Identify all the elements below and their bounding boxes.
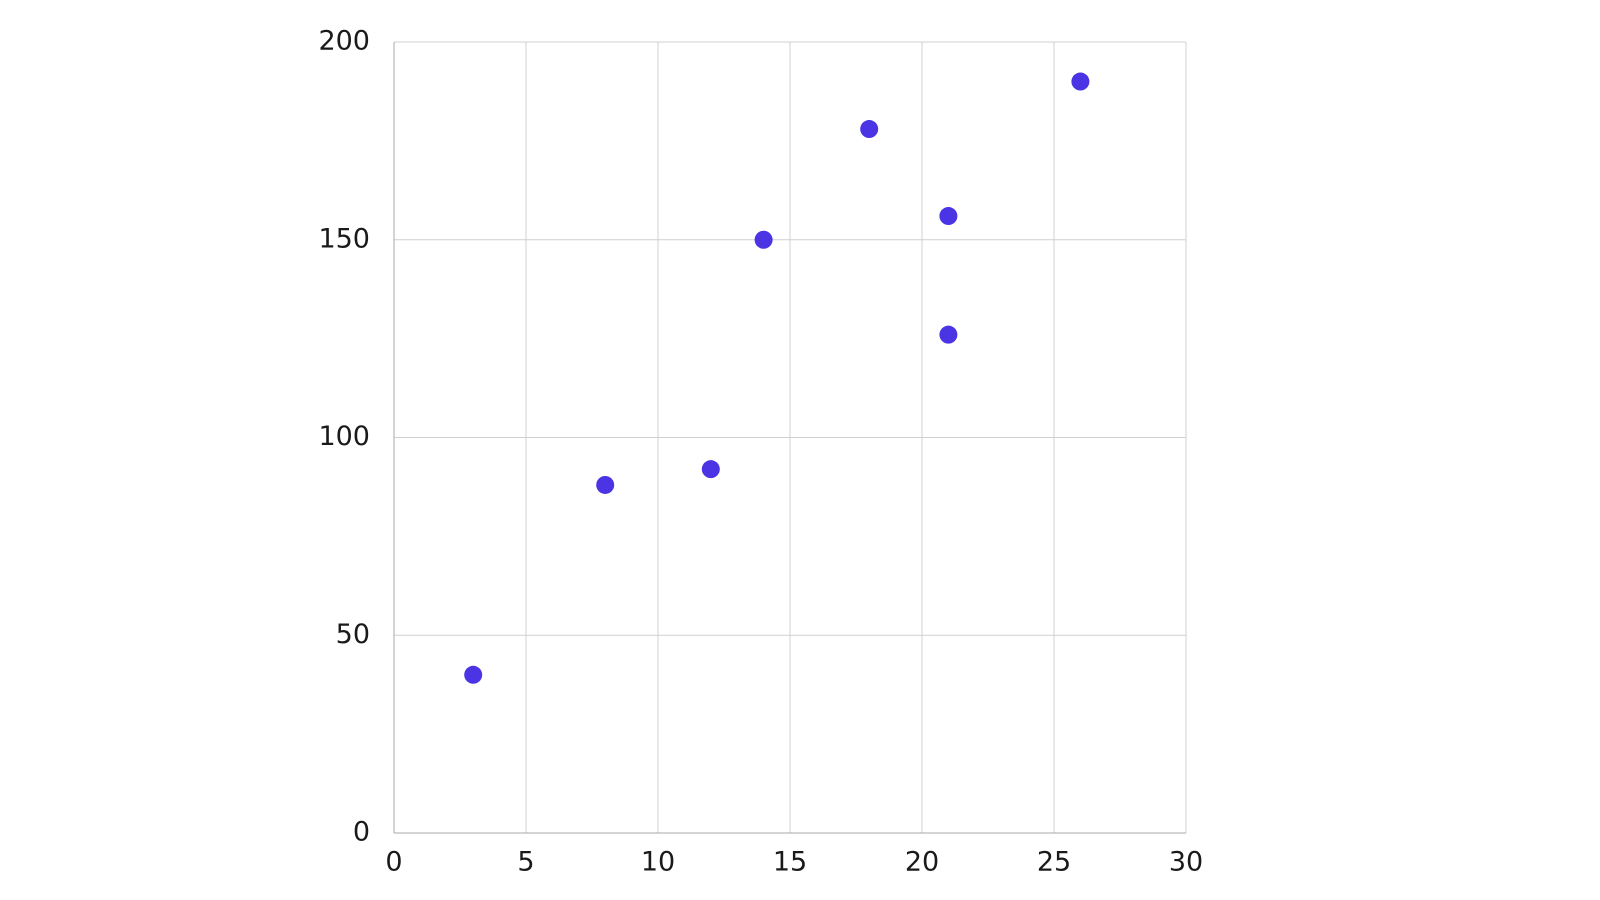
y-tick-label: 50 — [336, 619, 370, 650]
x-tick-label: 30 — [1169, 847, 1203, 878]
point — [701, 460, 720, 479]
y-tick-label: 200 — [318, 26, 370, 57]
y-tick-label: 150 — [318, 223, 370, 254]
point — [939, 207, 958, 226]
x-tick-label: 10 — [641, 847, 675, 878]
point — [464, 665, 483, 684]
x-tick-label: 15 — [773, 847, 807, 878]
x-tick-label: 20 — [905, 847, 939, 878]
y-tick-label: 100 — [318, 421, 370, 452]
point — [754, 230, 773, 249]
point — [596, 475, 615, 494]
x-tick-label: 5 — [517, 847, 534, 878]
point — [860, 120, 879, 139]
x-tick-label: 25 — [1037, 847, 1071, 878]
x-tick-label: 0 — [385, 847, 402, 878]
point — [1071, 72, 1090, 91]
point — [939, 325, 958, 344]
y-tick-label: 0 — [353, 817, 370, 848]
